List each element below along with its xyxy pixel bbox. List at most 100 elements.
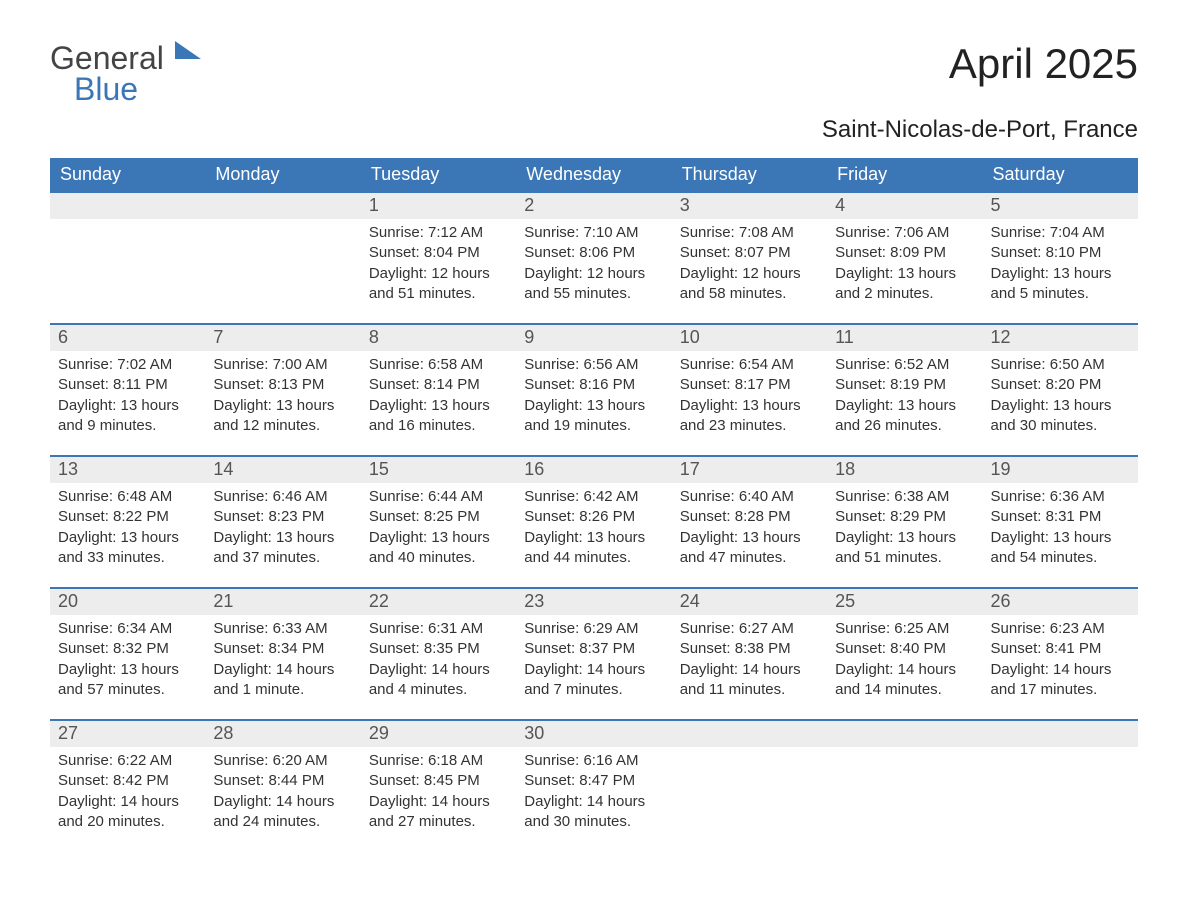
daylight-text: Daylight: 14 hours and 17 minutes. <box>991 660 1130 701</box>
daylight-text: Daylight: 13 hours and 57 minutes. <box>58 660 197 701</box>
calendar-cell: 5Sunrise: 7:04 AMSunset: 8:10 PMDaylight… <box>983 192 1138 324</box>
sunrise-text: Sunrise: 6:38 AM <box>835 487 974 507</box>
sunset-text: Sunset: 8:07 PM <box>680 243 819 263</box>
sunrise-text: Sunrise: 6:56 AM <box>524 355 663 375</box>
day-body: Sunrise: 7:08 AMSunset: 8:07 PMDaylight:… <box>672 219 827 312</box>
sunrise-text: Sunrise: 7:02 AM <box>58 355 197 375</box>
day-number-bar: 21 <box>205 589 360 615</box>
daylight-text: Daylight: 13 hours and 54 minutes. <box>991 528 1130 569</box>
calendar-cell: 11Sunrise: 6:52 AMSunset: 8:19 PMDayligh… <box>827 324 982 456</box>
day-number-bar: 17 <box>672 457 827 483</box>
sunrise-text: Sunrise: 6:58 AM <box>369 355 508 375</box>
sunset-text: Sunset: 8:31 PM <box>991 507 1130 527</box>
day-body: Sunrise: 6:25 AMSunset: 8:40 PMDaylight:… <box>827 615 982 708</box>
sunrise-text: Sunrise: 6:25 AM <box>835 619 974 639</box>
day-body: Sunrise: 6:54 AMSunset: 8:17 PMDaylight:… <box>672 351 827 444</box>
sunset-text: Sunset: 8:17 PM <box>680 375 819 395</box>
daylight-text: Daylight: 14 hours and 24 minutes. <box>213 792 352 833</box>
sunrise-text: Sunrise: 6:22 AM <box>58 751 197 771</box>
daylight-text: Daylight: 13 hours and 16 minutes. <box>369 396 508 437</box>
calendar-cell: 9Sunrise: 6:56 AMSunset: 8:16 PMDaylight… <box>516 324 671 456</box>
logo: General Blue <box>50 40 201 108</box>
sunset-text: Sunset: 8:09 PM <box>835 243 974 263</box>
daylight-text: Daylight: 13 hours and 5 minutes. <box>991 264 1130 305</box>
calendar-week-row: 13Sunrise: 6:48 AMSunset: 8:22 PMDayligh… <box>50 456 1138 588</box>
month-title: April 2025 <box>949 40 1138 88</box>
sunrise-text: Sunrise: 6:36 AM <box>991 487 1130 507</box>
calendar-cell <box>50 192 205 324</box>
day-number-bar: 2 <box>516 193 671 219</box>
day-header: Monday <box>205 158 360 192</box>
sunset-text: Sunset: 8:14 PM <box>369 375 508 395</box>
calendar-cell: 16Sunrise: 6:42 AMSunset: 8:26 PMDayligh… <box>516 456 671 588</box>
sunrise-text: Sunrise: 6:34 AM <box>58 619 197 639</box>
day-number-bar: 24 <box>672 589 827 615</box>
sunrise-text: Sunrise: 6:42 AM <box>524 487 663 507</box>
day-body: Sunrise: 6:56 AMSunset: 8:16 PMDaylight:… <box>516 351 671 444</box>
day-number-bar: 20 <box>50 589 205 615</box>
day-number-bar <box>827 721 982 747</box>
sunrise-text: Sunrise: 6:18 AM <box>369 751 508 771</box>
sunset-text: Sunset: 8:16 PM <box>524 375 663 395</box>
day-body: Sunrise: 6:58 AMSunset: 8:14 PMDaylight:… <box>361 351 516 444</box>
sunset-text: Sunset: 8:45 PM <box>369 771 508 791</box>
day-body: Sunrise: 7:04 AMSunset: 8:10 PMDaylight:… <box>983 219 1138 312</box>
calendar-cell: 19Sunrise: 6:36 AMSunset: 8:31 PMDayligh… <box>983 456 1138 588</box>
day-body: Sunrise: 6:38 AMSunset: 8:29 PMDaylight:… <box>827 483 982 576</box>
day-header: Tuesday <box>361 158 516 192</box>
day-body: Sunrise: 6:23 AMSunset: 8:41 PMDaylight:… <box>983 615 1138 708</box>
day-body: Sunrise: 7:10 AMSunset: 8:06 PMDaylight:… <box>516 219 671 312</box>
day-number-bar: 14 <box>205 457 360 483</box>
sunset-text: Sunset: 8:10 PM <box>991 243 1130 263</box>
sunrise-text: Sunrise: 6:46 AM <box>213 487 352 507</box>
day-body: Sunrise: 7:06 AMSunset: 8:09 PMDaylight:… <box>827 219 982 312</box>
sunset-text: Sunset: 8:42 PM <box>58 771 197 791</box>
calendar-cell: 20Sunrise: 6:34 AMSunset: 8:32 PMDayligh… <box>50 588 205 720</box>
daylight-text: Daylight: 13 hours and 51 minutes. <box>835 528 974 569</box>
daylight-text: Daylight: 13 hours and 9 minutes. <box>58 396 197 437</box>
calendar-table: Sunday Monday Tuesday Wednesday Thursday… <box>50 158 1138 852</box>
day-number-bar: 28 <box>205 721 360 747</box>
day-number-bar: 11 <box>827 325 982 351</box>
day-body: Sunrise: 6:18 AMSunset: 8:45 PMDaylight:… <box>361 747 516 840</box>
sunset-text: Sunset: 8:25 PM <box>369 507 508 527</box>
day-number-bar: 10 <box>672 325 827 351</box>
day-body: Sunrise: 6:33 AMSunset: 8:34 PMDaylight:… <box>205 615 360 708</box>
sunrise-text: Sunrise: 7:08 AM <box>680 223 819 243</box>
sunrise-text: Sunrise: 6:29 AM <box>524 619 663 639</box>
day-number-bar: 1 <box>361 193 516 219</box>
day-header-row: Sunday Monday Tuesday Wednesday Thursday… <box>50 158 1138 192</box>
calendar-week-row: 1Sunrise: 7:12 AMSunset: 8:04 PMDaylight… <box>50 192 1138 324</box>
day-body: Sunrise: 6:50 AMSunset: 8:20 PMDaylight:… <box>983 351 1138 444</box>
daylight-text: Daylight: 13 hours and 33 minutes. <box>58 528 197 569</box>
calendar-cell: 21Sunrise: 6:33 AMSunset: 8:34 PMDayligh… <box>205 588 360 720</box>
calendar-cell: 30Sunrise: 6:16 AMSunset: 8:47 PMDayligh… <box>516 720 671 852</box>
day-number-bar: 30 <box>516 721 671 747</box>
daylight-text: Daylight: 13 hours and 30 minutes. <box>991 396 1130 437</box>
calendar-cell: 17Sunrise: 6:40 AMSunset: 8:28 PMDayligh… <box>672 456 827 588</box>
sunset-text: Sunset: 8:38 PM <box>680 639 819 659</box>
day-number-bar: 25 <box>827 589 982 615</box>
calendar-cell: 23Sunrise: 6:29 AMSunset: 8:37 PMDayligh… <box>516 588 671 720</box>
daylight-text: Daylight: 14 hours and 20 minutes. <box>58 792 197 833</box>
day-body: Sunrise: 6:46 AMSunset: 8:23 PMDaylight:… <box>205 483 360 576</box>
daylight-text: Daylight: 13 hours and 26 minutes. <box>835 396 974 437</box>
day-header: Wednesday <box>516 158 671 192</box>
calendar-cell: 14Sunrise: 6:46 AMSunset: 8:23 PMDayligh… <box>205 456 360 588</box>
calendar-cell <box>983 720 1138 852</box>
daylight-text: Daylight: 13 hours and 40 minutes. <box>369 528 508 569</box>
calendar-cell <box>827 720 982 852</box>
calendar-cell: 24Sunrise: 6:27 AMSunset: 8:38 PMDayligh… <box>672 588 827 720</box>
calendar-cell: 13Sunrise: 6:48 AMSunset: 8:22 PMDayligh… <box>50 456 205 588</box>
sunset-text: Sunset: 8:23 PM <box>213 507 352 527</box>
calendar-cell: 15Sunrise: 6:44 AMSunset: 8:25 PMDayligh… <box>361 456 516 588</box>
calendar-cell <box>672 720 827 852</box>
sunset-text: Sunset: 8:41 PM <box>991 639 1130 659</box>
calendar-cell: 25Sunrise: 6:25 AMSunset: 8:40 PMDayligh… <box>827 588 982 720</box>
day-number-bar: 27 <box>50 721 205 747</box>
day-header: Thursday <box>672 158 827 192</box>
sunset-text: Sunset: 8:04 PM <box>369 243 508 263</box>
day-body: Sunrise: 6:31 AMSunset: 8:35 PMDaylight:… <box>361 615 516 708</box>
sunset-text: Sunset: 8:34 PM <box>213 639 352 659</box>
sunrise-text: Sunrise: 7:00 AM <box>213 355 352 375</box>
